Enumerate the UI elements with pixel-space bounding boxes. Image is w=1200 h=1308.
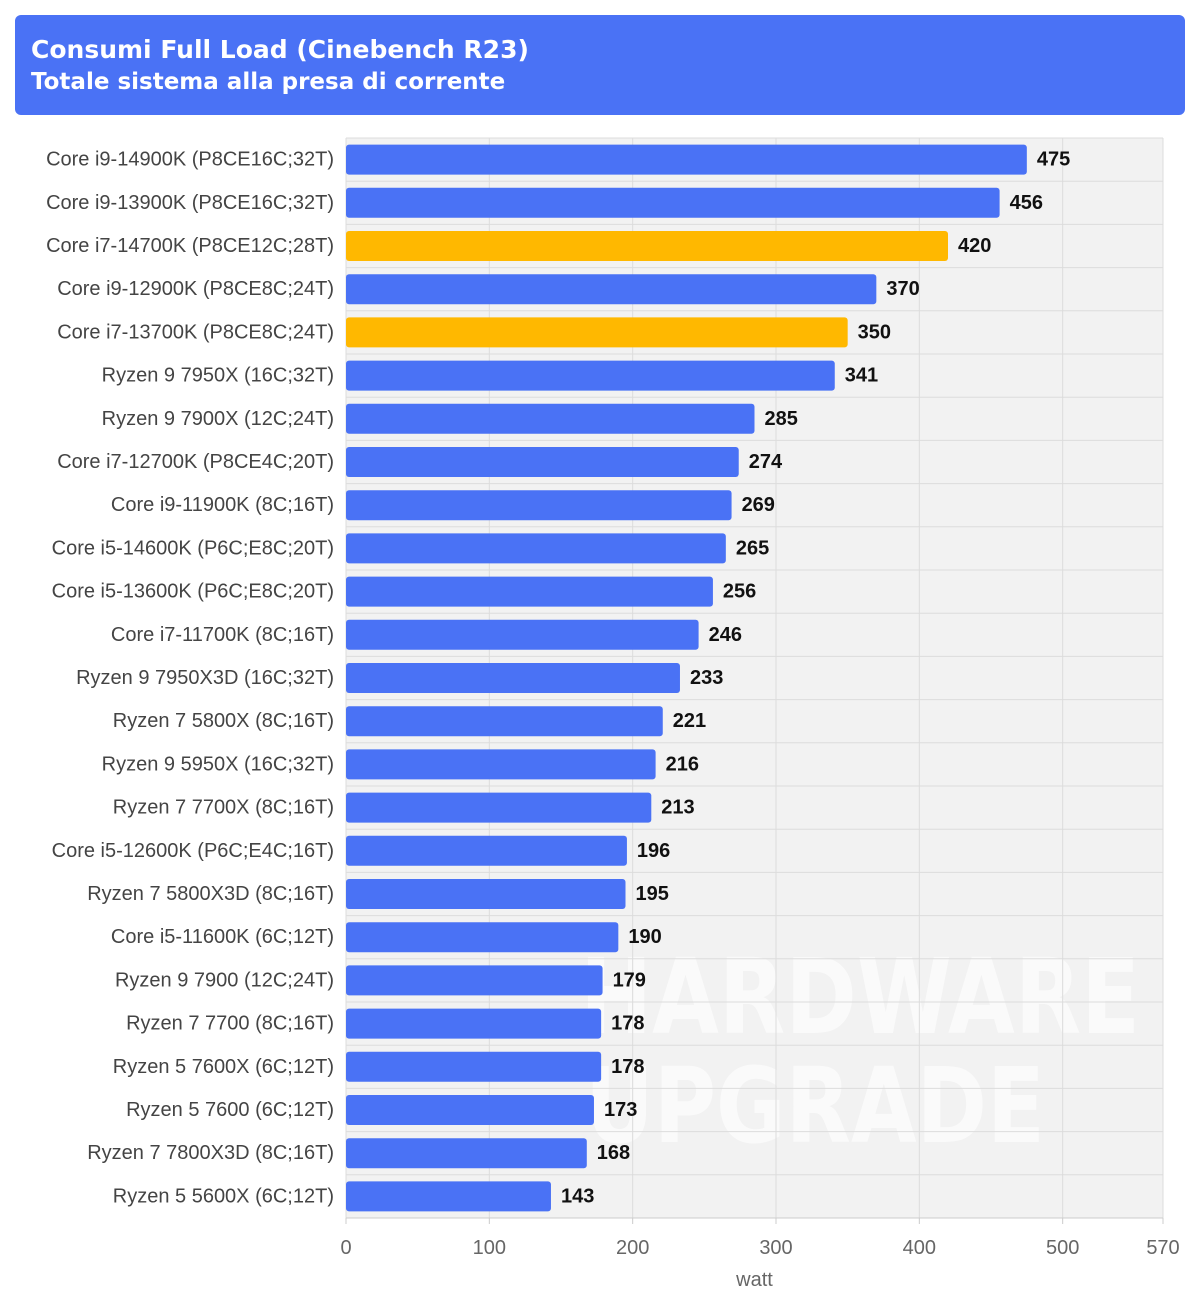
bar: [346, 576, 713, 607]
x-tick-label: 400: [903, 1237, 936, 1259]
bar: [346, 1138, 587, 1169]
bar: [346, 922, 619, 953]
value-label: 420: [958, 235, 991, 257]
bar: [346, 1095, 594, 1125]
bar: [346, 144, 1027, 175]
value-label: 179: [613, 969, 646, 991]
bar: [346, 879, 626, 909]
value-label: 256: [723, 581, 756, 603]
value-label: 269: [742, 494, 775, 516]
value-label: 221: [673, 710, 706, 732]
category-label: Core i7-13700K (P8CE8C;24T): [57, 321, 334, 343]
value-label: 190: [628, 926, 661, 948]
category-label: Core i9-12900K (P8CE8C;24T): [57, 278, 334, 300]
category-label: Ryzen 7 5800X3D (8C;16T): [87, 883, 334, 905]
bar: [346, 706, 663, 737]
x-tick-label: 570: [1146, 1237, 1179, 1259]
x-tick-label: 100: [473, 1237, 506, 1259]
category-label: Core i9-14900K (P8CE16C;32T): [46, 149, 334, 171]
category-label: Core i7-12700K (P8CE4C;20T): [57, 451, 334, 473]
category-label: Core i5-12600K (P6C;E4C;16T): [52, 840, 334, 862]
value-label: 178: [611, 1056, 644, 1078]
category-label: Ryzen 7 7700 (8C;16T): [126, 1013, 334, 1035]
value-label: 370: [886, 278, 919, 300]
category-label: Ryzen 7 7800X3D (8C;16T): [87, 1142, 334, 1164]
value-label: 456: [1010, 192, 1043, 214]
value-label: 196: [637, 840, 670, 862]
category-label: Ryzen 9 5950X (16C;32T): [102, 753, 334, 775]
value-label: 285: [765, 408, 798, 430]
chart-header: Consumi Full Load (Cinebench R23) Totale…: [15, 15, 1185, 115]
category-label: Core i9-11900K (8C;16T): [111, 494, 334, 516]
category-label: Core i9-13900K (P8CE16C;32T): [46, 192, 334, 214]
category-label: Ryzen 9 7900 (12C;24T): [115, 969, 334, 991]
x-tick-label: 200: [616, 1237, 649, 1259]
value-label: 246: [709, 624, 742, 646]
value-label: 178: [611, 1013, 644, 1035]
category-label: Ryzen 9 7950X3D (16C;32T): [76, 667, 334, 689]
chart-title: Consumi Full Load (Cinebench R23): [31, 35, 529, 64]
category-label: Ryzen 9 7950X (16C;32T): [102, 365, 334, 387]
value-label: 233: [690, 667, 723, 689]
value-label: 216: [666, 753, 699, 775]
category-label: Core i5-13600K (P6C;E8C;20T): [52, 581, 334, 603]
bar: [346, 403, 755, 434]
category-label: Ryzen 9 7900X (12C;24T): [102, 408, 334, 430]
value-label: 143: [561, 1185, 594, 1207]
bar: [346, 835, 627, 866]
category-label: Ryzen 5 7600X (6C;12T): [113, 1056, 334, 1078]
value-label: 265: [736, 537, 769, 559]
bar: [346, 360, 835, 391]
x-tick-label: 0: [340, 1237, 351, 1259]
bar: [346, 533, 726, 564]
value-label: 195: [636, 883, 669, 905]
bar: [346, 663, 680, 693]
category-label: Core i5-14600K (P6C;E8C;20T): [52, 537, 334, 559]
watermark-line-2: UPGRADE: [585, 1045, 1045, 1167]
value-label: 173: [604, 1099, 637, 1121]
bar: [346, 231, 948, 261]
value-label: 341: [845, 365, 878, 387]
chart-subtitle: Totale sistema alla presa di corrente: [31, 69, 506, 95]
value-label: 475: [1037, 149, 1070, 171]
bar: [346, 317, 848, 348]
value-label: 274: [749, 451, 783, 473]
bar: [346, 447, 739, 477]
bar: [346, 749, 656, 780]
category-label: Ryzen 5 7600 (6C;12T): [126, 1099, 334, 1121]
category-label: Ryzen 7 5800X (8C;16T): [113, 710, 334, 732]
bar: [346, 965, 603, 996]
bar: [346, 1181, 551, 1212]
bar: [346, 1008, 602, 1039]
category-label: Core i5-11600K (6C;12T): [111, 926, 334, 948]
value-label: 168: [597, 1142, 630, 1164]
category-label: Ryzen 7 7700X (8C;16T): [113, 797, 334, 819]
bar: [346, 1051, 602, 1082]
x-axis-title: watt: [735, 1269, 773, 1291]
bar: [346, 619, 699, 650]
value-label: 350: [858, 321, 891, 343]
x-tick-label: 500: [1046, 1237, 1079, 1259]
category-label: Core i7-11700K (8C;16T): [111, 624, 334, 646]
bar: [346, 792, 652, 823]
x-tick-label: 300: [759, 1237, 792, 1259]
category-label: Core i7-14700K (P8CE12C;28T): [46, 235, 334, 257]
watermark-line-1: HARDWARE: [580, 936, 1140, 1058]
bar: [346, 274, 877, 305]
bar: [346, 187, 1000, 218]
bar: [346, 490, 732, 521]
value-label: 213: [661, 797, 694, 819]
category-label: Ryzen 5 5600X (6C;12T): [113, 1185, 334, 1207]
